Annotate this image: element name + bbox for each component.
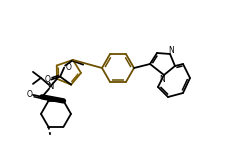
- Text: N: N: [158, 75, 164, 84]
- Text: O: O: [26, 90, 32, 99]
- Text: N: N: [167, 45, 173, 54]
- Text: N: N: [47, 82, 53, 91]
- Text: O: O: [44, 75, 50, 84]
- Text: O: O: [65, 63, 71, 72]
